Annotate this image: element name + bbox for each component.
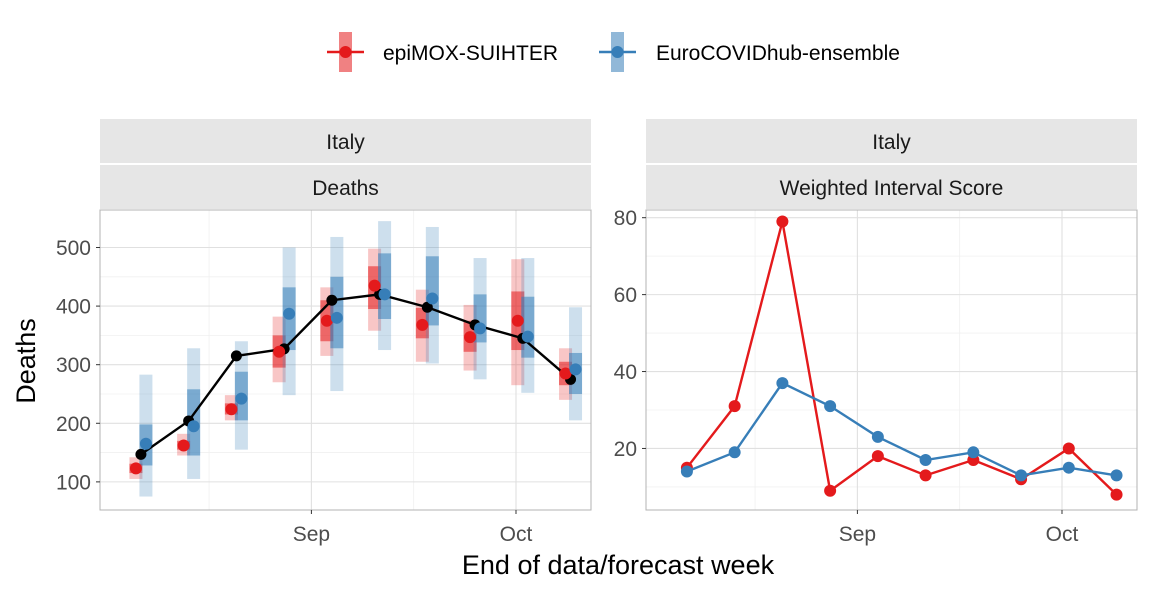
score-point	[1110, 469, 1123, 482]
y-tick-label: 60	[614, 284, 637, 307]
median-point	[378, 288, 391, 301]
median-point	[474, 322, 487, 335]
median-point	[187, 420, 200, 433]
observed-point	[135, 448, 147, 460]
strip-left-bottom	[100, 165, 591, 209]
y-tick-label: 80	[614, 207, 637, 230]
median-point	[283, 307, 296, 320]
panel-border	[645, 209, 1138, 511]
y-tick-label: 100	[56, 471, 91, 494]
observed-point	[421, 301, 433, 313]
x-tick-label: Sep	[293, 523, 330, 546]
x-tick-label: Oct	[500, 523, 533, 546]
x-tick-label: Sep	[839, 523, 876, 546]
legend-key-ensemble-point	[611, 46, 624, 58]
median-point	[177, 439, 190, 452]
score-point	[824, 400, 837, 413]
panel-border	[99, 209, 592, 511]
y-axis-title-left: Deaths	[11, 318, 41, 404]
median-point	[320, 314, 333, 327]
y-tick-label: 40	[614, 361, 637, 384]
interval-50-band	[378, 253, 392, 319]
score-point	[1062, 442, 1075, 455]
y-tick-label: 20	[614, 438, 637, 461]
score-point	[1015, 469, 1028, 482]
score-point	[967, 446, 980, 459]
score-point	[776, 215, 789, 228]
median-point	[368, 279, 381, 292]
y-tick-label: 200	[56, 413, 91, 436]
median-point	[235, 392, 248, 405]
score-point	[728, 400, 741, 413]
score-point	[1110, 488, 1123, 501]
median-point	[330, 311, 343, 324]
interval-50-band	[521, 296, 535, 358]
legend-key-epimox-point	[339, 46, 352, 58]
score-line	[686, 381, 1117, 477]
strip-left-top	[100, 119, 591, 163]
legend: epiMOX-SUIHTER EuroCOVIDhub-ensemble	[327, 32, 900, 72]
score-point	[824, 484, 837, 497]
y-tick-label: 500	[56, 237, 91, 260]
strip-right-target: Weighted Interval Score	[780, 177, 1004, 200]
y-tick-label: 400	[56, 296, 91, 319]
score-point	[871, 430, 884, 443]
strip-right-top	[646, 119, 1137, 163]
panel-deaths: 100 200 300 400 500 Sep Oct	[56, 209, 592, 546]
legend-label-ensemble: EuroCOVIDhub-ensemble	[656, 42, 900, 65]
x-tick-label: Oct	[1046, 523, 1079, 546]
median-point	[569, 363, 582, 376]
median-point	[426, 292, 439, 305]
strip-left-target: Deaths	[312, 177, 379, 200]
legend-label-epimox: epiMOX-SUIHTER	[383, 42, 558, 65]
score-point	[1062, 461, 1075, 474]
median-point	[511, 314, 524, 327]
observed-point	[230, 350, 242, 362]
median-point	[273, 345, 286, 358]
interval-50-band	[425, 256, 439, 326]
legend-key-ensemble	[599, 32, 636, 72]
panel-wis: 20 40 60 80 Sep Oct	[614, 207, 1138, 546]
x-axis-title: End of data/forecast week	[462, 550, 775, 580]
median-point	[416, 318, 429, 331]
score-point	[728, 446, 741, 459]
score-line	[685, 221, 1118, 496]
median-point	[225, 403, 238, 416]
observed-point	[326, 294, 338, 306]
median-point	[559, 367, 572, 380]
facet-strips-left: Italy Deaths	[100, 119, 591, 209]
median-point	[521, 330, 534, 343]
score-point	[919, 469, 932, 482]
observed-line	[140, 293, 572, 456]
score-point	[871, 450, 884, 463]
median-point	[129, 462, 142, 475]
legend-key-epimox	[327, 32, 364, 72]
facet-strips-right: Italy Weighted Interval Score	[646, 119, 1137, 209]
strip-left-location: Italy	[326, 131, 365, 154]
strip-right-bottom	[646, 165, 1137, 209]
median-point	[464, 331, 477, 344]
score-point	[776, 377, 789, 390]
score-point	[919, 454, 932, 466]
score-point	[680, 465, 693, 478]
median-point	[139, 437, 152, 450]
y-tick-label: 300	[56, 354, 91, 377]
strip-right-location: Italy	[872, 131, 911, 154]
